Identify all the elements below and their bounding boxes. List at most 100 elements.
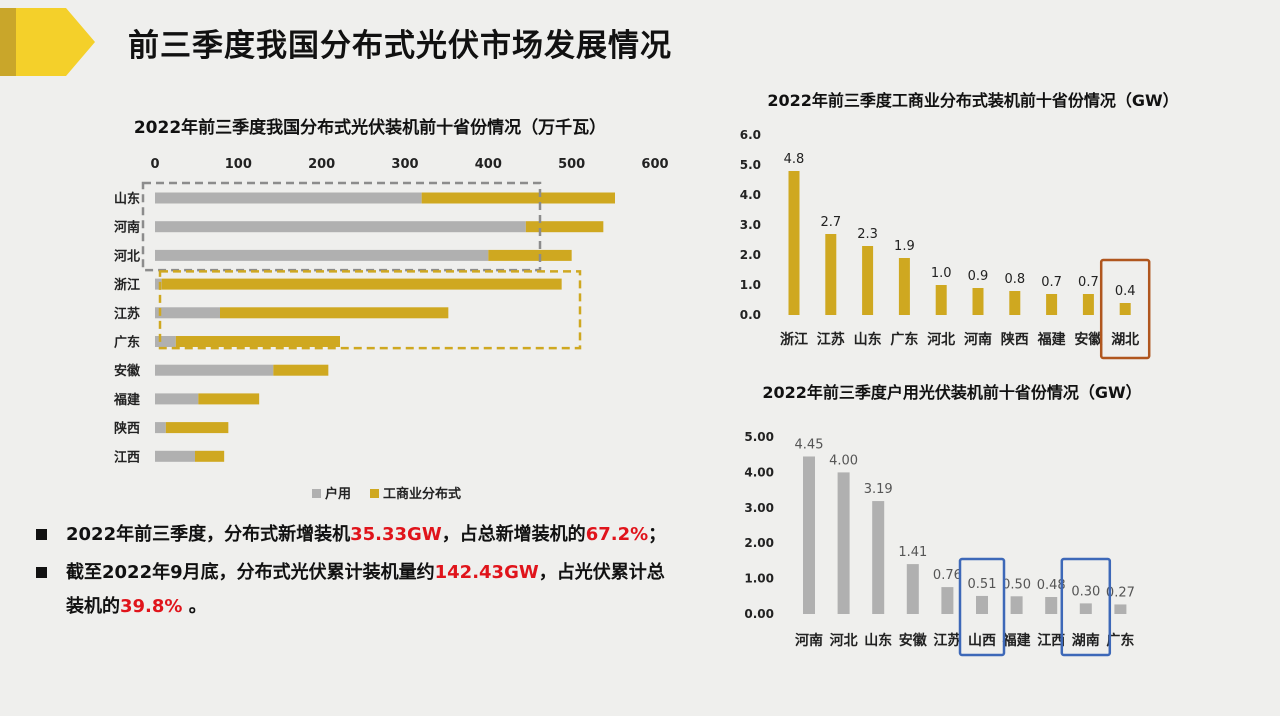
chart1-bar-commercial bbox=[198, 393, 260, 405]
chart1-category-label: 江苏 bbox=[114, 306, 140, 322]
chart1-legend-label: 户用 bbox=[325, 486, 351, 502]
chart2-title: 2022年前三季度工商业分布式装机前十省份情况（GW） bbox=[767, 91, 1178, 110]
chart1-legend-swatch bbox=[370, 489, 379, 498]
chart1-bar-commercial bbox=[175, 336, 340, 347]
chart3-category-label: 山西 bbox=[968, 633, 996, 649]
chart2-bar bbox=[862, 246, 874, 315]
chart1-bar-commercial bbox=[195, 450, 225, 462]
chart1-bar-residential bbox=[155, 393, 199, 405]
bullet-1-text-3: ； bbox=[648, 524, 667, 545]
chart2-category-label: 江苏 bbox=[817, 331, 845, 348]
bullet-new-installation: 2022年前三季度，分布式新增装机35.33GW，占总新增装机的67.2%； bbox=[36, 518, 676, 552]
chart1-x-tick-label: 500 bbox=[558, 157, 585, 172]
bullet-2-text-3: 。 bbox=[182, 596, 207, 617]
chart1-bar-residential bbox=[155, 192, 422, 204]
chart3-category-label: 安徽 bbox=[899, 632, 928, 649]
chart3-bar bbox=[1010, 596, 1023, 614]
chart2-bar bbox=[935, 285, 947, 315]
chart1-bar-residential bbox=[155, 249, 489, 261]
commercial-industrial-pv-chart: 2022年前三季度工商业分布式装机前十省份情况（GW） 0.0 1.0 2.0 3.0 4… bbox=[740, 91, 1179, 360]
chart3-category-label: 福建 bbox=[1002, 632, 1031, 649]
chart3-category-label: 湖南 bbox=[1072, 632, 1100, 649]
chart2-highlight-box bbox=[1099, 258, 1151, 360]
chart1-bar-residential bbox=[155, 450, 195, 462]
chart1-highlight-box-commercial bbox=[158, 270, 582, 350]
chart1-bar-residential bbox=[155, 336, 176, 347]
chart3-bar bbox=[803, 456, 815, 614]
chart1-x-tick-label: 200 bbox=[308, 157, 335, 172]
provincial-distributed-pv-chart: 2022年前三季度我国分布式光伏装机前十省份情况（万千瓦） 0 100 200 300 4… bbox=[113, 117, 669, 502]
bullet-1-text-1: 2022年前三季度，分布式新增装机 bbox=[66, 524, 351, 545]
chart2-category-label: 湖北 bbox=[1111, 332, 1139, 348]
chart2-y-tick-label: 5.0 bbox=[740, 158, 761, 172]
chart1-highlight-box-top3 bbox=[141, 181, 542, 272]
chart3-title: 2022年前三季度户用光伏装机前十省份情况（GW） bbox=[762, 383, 1141, 402]
chart1-bar-residential bbox=[155, 364, 274, 376]
chart2-category-label: 广东 bbox=[890, 331, 918, 348]
chart1-category-label: 河北 bbox=[114, 248, 140, 264]
bullet-square-icon bbox=[36, 567, 47, 578]
chart2-bar bbox=[898, 258, 910, 315]
chevron-dark-strip bbox=[0, 8, 16, 76]
bullet-2-text-2: ，占光伏累计总装机的 bbox=[66, 562, 665, 617]
chart3-highlight-box bbox=[1060, 557, 1112, 657]
chart3-data-label: 0.51 bbox=[968, 577, 997, 592]
chart3-y-tick-label: 0.00 bbox=[744, 607, 774, 621]
chart2-bar bbox=[825, 234, 837, 315]
chart3-category-label: 山东 bbox=[864, 632, 892, 649]
chart3-bar bbox=[872, 501, 885, 614]
chart3-data-label: 0.48 bbox=[1037, 578, 1066, 593]
chart1-category-label: 浙江 bbox=[114, 277, 140, 293]
chart1-x-tick-label: 100 bbox=[225, 157, 252, 172]
chart1-category-label: 安徽 bbox=[114, 363, 141, 379]
chart2-data-label: 0.9 bbox=[968, 269, 989, 284]
chart3-category-label: 广东 bbox=[1106, 632, 1134, 649]
chart3-bar bbox=[906, 564, 919, 614]
chart2-bar bbox=[972, 288, 984, 315]
chart1-legend-swatch bbox=[312, 489, 321, 498]
chart1-bar-residential bbox=[155, 422, 166, 434]
chart3-y-tick-label: 1.00 bbox=[744, 572, 774, 586]
chart3-data-label: 4.45 bbox=[795, 437, 824, 452]
chart3-category-label: 江西 bbox=[1037, 632, 1065, 649]
chart2-bar bbox=[1082, 294, 1094, 315]
bullet-1-value-2: 67.2% bbox=[585, 524, 649, 545]
chart1-bar-residential bbox=[155, 221, 526, 233]
bullet-2-value-2: 39.8% bbox=[120, 596, 183, 617]
chart2-data-label: 0.7 bbox=[1078, 275, 1099, 290]
chart2-y-tick-label: 6.0 bbox=[740, 128, 761, 142]
chart3-y-tick-label: 3.00 bbox=[744, 501, 774, 515]
chart1-bar-commercial bbox=[421, 192, 615, 204]
chart2-data-label: 2.7 bbox=[820, 215, 841, 230]
chart2-data-label: 2.3 bbox=[857, 227, 878, 242]
chart1-bar-commercial bbox=[525, 221, 604, 233]
chart2-category-label: 河南 bbox=[964, 331, 992, 348]
chart2-y-tick-label: 2.0 bbox=[740, 248, 761, 262]
bullet-2-value-1: 142.43GW bbox=[434, 562, 539, 583]
bullet-cumulative-installation: 截至2022年9月底，分布式光伏累计装机量约142.43GW，占光伏累计总装机的… bbox=[36, 556, 676, 624]
chart2-bar bbox=[1009, 291, 1021, 315]
chart2-bar bbox=[1119, 303, 1131, 315]
chart1-bar-commercial bbox=[220, 307, 449, 319]
summary-bullets: 2022年前三季度，分布式新增装机35.33GW，占总新增装机的67.2%； 截… bbox=[36, 518, 676, 628]
chart3-bar bbox=[976, 595, 988, 614]
chart2-data-label: 0.7 bbox=[1041, 275, 1062, 290]
chart1-category-label: 广东 bbox=[114, 335, 140, 351]
chart3-category-label: 江苏 bbox=[933, 632, 961, 649]
chart1-category-label: 山东 bbox=[114, 191, 140, 207]
bullet-square-icon bbox=[36, 529, 47, 540]
chart2-data-label: 4.8 bbox=[784, 152, 805, 167]
chart1-bar-commercial bbox=[161, 278, 562, 290]
chart2-data-label: 1.0 bbox=[931, 266, 952, 281]
chart2-y-tick-label: 3.0 bbox=[740, 218, 761, 232]
chart1-bar-residential bbox=[155, 278, 162, 290]
chart3-y-tick-label: 5.00 bbox=[744, 430, 774, 444]
chart1-category-label: 陕西 bbox=[114, 421, 140, 437]
chart2-y-tick-label: 1.0 bbox=[740, 278, 761, 292]
chart2-y-tick-label: 0.0 bbox=[740, 308, 761, 322]
bullet-1-text-2: ，占总新增装机的 bbox=[441, 524, 586, 545]
chart1-legend-label: 工商业分布式 bbox=[383, 486, 461, 502]
chart3-bar bbox=[837, 472, 850, 614]
chart2-category-label: 山东 bbox=[854, 331, 882, 348]
chart1-title: 2022年前三季度我国分布式光伏装机前十省份情况（万千瓦） bbox=[134, 117, 606, 138]
